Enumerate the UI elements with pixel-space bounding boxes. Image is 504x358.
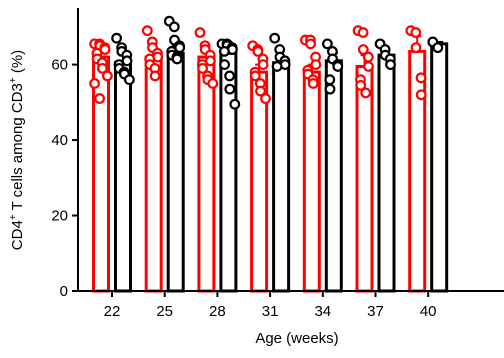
data-point bbox=[269, 32, 281, 44]
bar bbox=[250, 70, 269, 293]
bar bbox=[430, 42, 449, 293]
data-point bbox=[207, 78, 219, 89]
y-axis-title: CD4+ T cells among CD3+ (%) bbox=[8, 50, 26, 250]
data-point bbox=[415, 89, 427, 101]
data-point bbox=[141, 25, 153, 37]
data-point bbox=[224, 70, 236, 82]
data-point bbox=[355, 79, 367, 91]
axes-layer bbox=[77, 8, 504, 292]
data-point bbox=[324, 83, 336, 95]
bars-layer bbox=[92, 35, 449, 293]
data-point bbox=[307, 78, 319, 89]
bar bbox=[355, 64, 374, 293]
data-point bbox=[332, 61, 344, 72]
x-tick-label: 22 bbox=[104, 303, 121, 320]
data-point bbox=[171, 53, 183, 65]
ticks-layer: 0 20 40 60 22 25 28 31 34 37 40 bbox=[51, 57, 436, 320]
y-axis-title-sup-1: + bbox=[8, 214, 19, 220]
data-point bbox=[432, 42, 444, 54]
y-tick-label: 20 bbox=[51, 208, 68, 225]
data-point bbox=[260, 93, 271, 104]
x-tick-label: 34 bbox=[314, 303, 331, 320]
y-axis-title-part-1: CD4 bbox=[9, 220, 26, 250]
data-point bbox=[357, 44, 369, 55]
data-point bbox=[257, 59, 269, 70]
bar bbox=[144, 55, 163, 293]
data-point bbox=[219, 59, 231, 70]
x-tick-label: 28 bbox=[209, 303, 226, 320]
data-point bbox=[310, 59, 322, 70]
y-axis-title-sup-2: + bbox=[8, 77, 19, 83]
data-point bbox=[362, 51, 374, 63]
data-point bbox=[194, 27, 206, 38]
data-point bbox=[322, 38, 333, 50]
data-point bbox=[224, 83, 236, 95]
data-point bbox=[271, 61, 283, 72]
data-point bbox=[363, 61, 374, 72]
data-point bbox=[149, 70, 161, 82]
bar bbox=[324, 59, 343, 293]
data-point bbox=[218, 45, 230, 57]
data-point bbox=[168, 21, 180, 33]
bar bbox=[302, 70, 321, 293]
data-point bbox=[324, 74, 336, 86]
bar bbox=[166, 51, 185, 293]
data-point bbox=[197, 62, 209, 74]
bar bbox=[272, 61, 291, 293]
x-tick-label: 31 bbox=[262, 303, 279, 320]
data-point bbox=[305, 38, 317, 50]
y-axis-title-part-3: (%) bbox=[9, 50, 26, 78]
data-point bbox=[415, 72, 427, 84]
data-point bbox=[255, 85, 266, 97]
y-axis-title-part-2: T cells among CD3 bbox=[9, 83, 26, 214]
data-point bbox=[94, 93, 105, 104]
data-point bbox=[123, 74, 135, 86]
x-tick-label: 25 bbox=[156, 303, 173, 320]
x-tick-label: 37 bbox=[367, 303, 384, 320]
data-point bbox=[360, 87, 372, 99]
bar bbox=[114, 61, 132, 293]
bar bbox=[377, 53, 396, 293]
data-point bbox=[357, 27, 369, 38]
x-axis-title: Age (weeks) bbox=[255, 330, 338, 347]
data-point bbox=[410, 42, 422, 54]
data-point bbox=[252, 45, 264, 57]
y-tick-label: 60 bbox=[51, 57, 68, 74]
data-point bbox=[249, 70, 261, 82]
y-tick-label: 40 bbox=[51, 132, 68, 149]
bar bbox=[197, 55, 216, 293]
bar bbox=[408, 49, 427, 293]
data-point bbox=[111, 32, 122, 44]
data-point bbox=[89, 78, 100, 89]
data-point bbox=[229, 98, 241, 110]
data-point bbox=[101, 70, 113, 82]
y-tick-label: 0 bbox=[60, 283, 68, 300]
x-tick-label: 40 bbox=[420, 303, 437, 320]
data-point bbox=[410, 27, 422, 38]
points-layer bbox=[89, 15, 444, 110]
data-point bbox=[96, 62, 108, 74]
bar bbox=[92, 55, 110, 293]
data-point bbox=[385, 59, 396, 70]
